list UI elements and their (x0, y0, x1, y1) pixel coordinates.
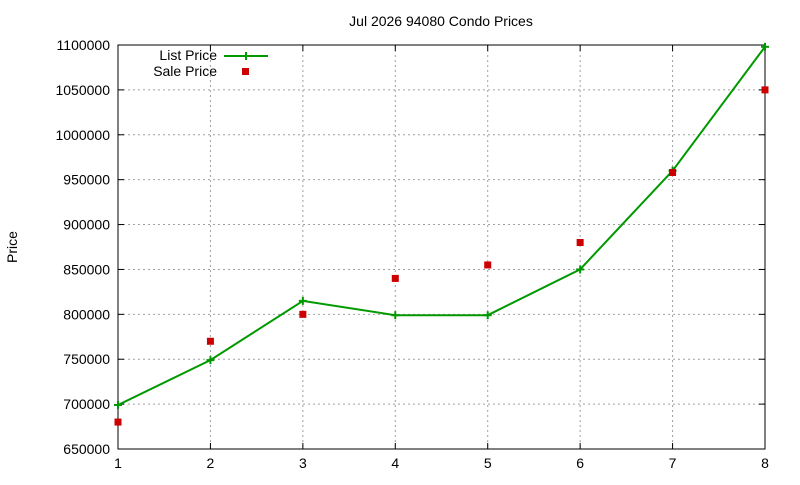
point-sale-price (484, 261, 492, 269)
x-tick-label: 8 (761, 455, 769, 471)
x-tick-label: 6 (576, 455, 584, 471)
point-sale-price (669, 168, 677, 176)
series-line-list-price (117, 46, 766, 406)
legend-marker-sale-price (242, 68, 249, 75)
point-list-price (114, 401, 122, 410)
legend-marker-list-price (242, 52, 250, 60)
x-tick-label: 4 (391, 455, 399, 471)
point-list-price (298, 296, 307, 305)
x-tick-label: 3 (299, 455, 307, 471)
point-list-price (483, 311, 492, 320)
y-tick-label: 1050000 (55, 82, 110, 98)
y-tick-label: 1100000 (57, 37, 111, 53)
y-tick-label: 650000 (63, 441, 110, 457)
point-sale-price (114, 418, 122, 426)
legend-plus-mark (242, 52, 250, 60)
x-tick-label: 5 (484, 455, 492, 471)
y-tick-label: 900000 (63, 217, 110, 233)
point-list-price (576, 265, 585, 274)
y-tick-label: 1000000 (55, 127, 110, 143)
point-sale-price (206, 337, 214, 345)
point-sale-price (576, 239, 584, 247)
point-list-price (391, 311, 400, 320)
legend-label-sale-price: Sale Price (153, 63, 217, 79)
x-tick-label: 7 (669, 455, 677, 471)
x-tick-label: 2 (207, 455, 215, 471)
point-sale-price (391, 274, 399, 282)
chart-title: Jul 2026 94080 Condo Prices (349, 13, 533, 29)
axis-ticks: 650000 700000 750000 800000 850000 900000 9500… (55, 37, 769, 471)
y-tick-label: 850000 (63, 261, 110, 277)
y-tick-label: 750000 (63, 351, 110, 367)
point-list-price (206, 356, 215, 365)
x-tick-label: 1 (114, 455, 122, 471)
legend-label-list-price: List Price (159, 47, 217, 63)
point-list-price (761, 42, 769, 51)
y-tick-label: 800000 (63, 306, 110, 322)
legend: List Price Sale Price (153, 47, 268, 79)
y-tick-label: 950000 (63, 172, 110, 188)
y-tick-label: 700000 (63, 396, 110, 412)
point-sale-price (299, 310, 307, 318)
y-axis-label: Price (4, 231, 20, 263)
grid-lines (118, 45, 765, 449)
plot-frame (117, 44, 766, 450)
point-sale-price (761, 86, 769, 94)
series-layer (114, 42, 769, 426)
